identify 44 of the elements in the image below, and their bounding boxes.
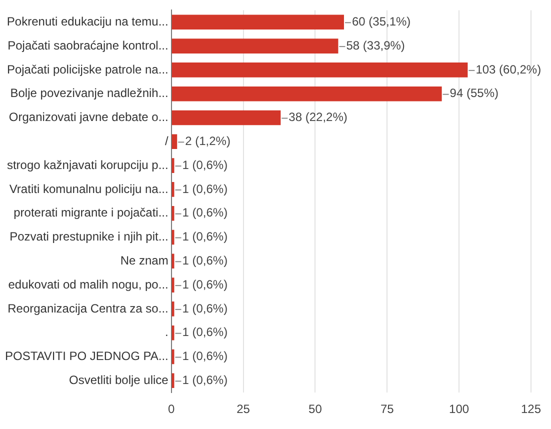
y-tick-label: Pozvati prestupnike i njih pit... <box>10 230 168 244</box>
y-tick-label: Pojačati policijske patrole na... <box>6 62 168 76</box>
data-label: 1 (0,6%) <box>182 158 228 172</box>
y-tick-label: Bolje povezivanje nadležnih... <box>10 86 168 100</box>
y-tick-label: / <box>165 134 170 148</box>
bar <box>172 110 281 126</box>
y-tick-label: Pojačati saobraćajne kontrol... <box>8 38 168 52</box>
data-label: 1 (0,6%) <box>182 372 228 387</box>
data-label: 1 (0,6%) <box>182 301 228 316</box>
data-label: 38 (22,2%) <box>288 110 348 124</box>
data-label: 1 (0,6%) <box>182 349 228 364</box>
data-label: 1 (0,6%) <box>182 253 228 268</box>
x-tick-label: 0 <box>168 402 176 416</box>
y-tick-label: Ne znam <box>120 253 168 268</box>
bar <box>172 38 338 54</box>
x-tick-label: 75 <box>380 402 394 416</box>
bar <box>172 86 442 102</box>
x-tick-label: 125 <box>520 402 542 416</box>
bar <box>172 62 468 78</box>
y-tick-label: Reorganizacija Centra za so... <box>8 301 168 316</box>
x-tick-label: 50 <box>308 402 322 416</box>
y-tick-label: edukovati od malih nogu, po... <box>8 277 168 292</box>
data-label: 1 (0,6%) <box>182 230 228 244</box>
y-tick-label: . <box>165 325 168 340</box>
y-tick-label: Pokrenuti edukaciju na temu... <box>6 14 168 28</box>
data-label: 2 (1,2%) <box>185 134 230 148</box>
y-tick-label: Osvetliti bolje ulice <box>68 372 169 387</box>
x-tick-label: 100 <box>449 402 470 416</box>
y-tick-label: POSTAVITI PO JEDNOG PA... <box>5 349 168 364</box>
y-tick-label: Vratiti komunalnu policiju na... <box>9 182 168 196</box>
y-tick-label: Organizovati javne debate o... <box>8 110 168 124</box>
data-label: 103 (60,2%) <box>476 62 542 76</box>
x-tick-label: 25 <box>236 402 250 416</box>
data-label: 60 (35,1%) <box>352 14 411 28</box>
bar <box>172 14 344 30</box>
y-tick-label: strogo kažnjavati korupciju p... <box>6 158 168 172</box>
data-label: 1 (0,6%) <box>182 277 228 292</box>
y-tick-label: proterati migrante i pojačati... <box>14 206 168 220</box>
data-label: 94 (55%) <box>450 86 499 100</box>
data-label: 58 (33,9%) <box>346 38 405 52</box>
data-label: 1 (0,6%) <box>182 325 228 340</box>
bar <box>172 134 178 150</box>
data-label: 1 (0,6%) <box>182 182 228 196</box>
data-label: 1 (0,6%) <box>182 206 228 220</box>
